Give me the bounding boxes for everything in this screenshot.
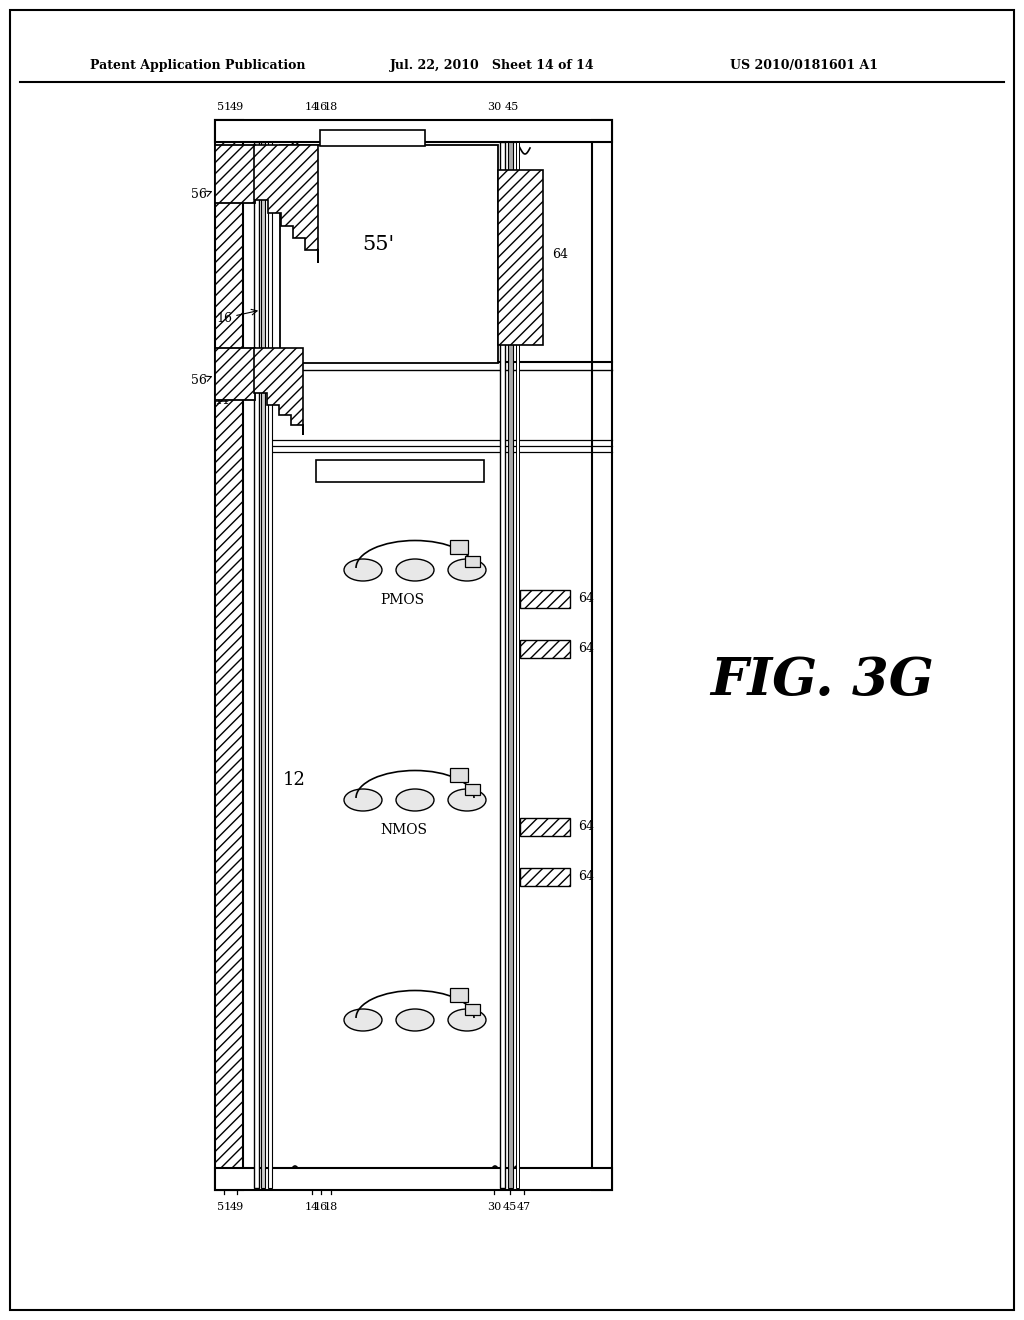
Ellipse shape xyxy=(449,1008,486,1031)
Text: US 2010/0181601 A1: US 2010/0181601 A1 xyxy=(730,58,878,71)
Text: 16: 16 xyxy=(314,1203,328,1212)
Bar xyxy=(268,143,272,1188)
Text: 18: 18 xyxy=(324,1203,338,1212)
Text: 51: 51 xyxy=(217,1203,231,1212)
Text: 16: 16 xyxy=(216,312,232,325)
Ellipse shape xyxy=(344,558,382,581)
Text: 56: 56 xyxy=(191,374,207,387)
Text: 49: 49 xyxy=(229,102,244,112)
Text: 44: 44 xyxy=(214,393,230,407)
Bar xyxy=(465,1005,480,1015)
Text: 64: 64 xyxy=(578,821,594,833)
Text: 55': 55' xyxy=(361,235,394,255)
Bar xyxy=(215,120,612,143)
Bar xyxy=(508,143,513,1188)
Text: PMOS: PMOS xyxy=(380,593,424,607)
Bar xyxy=(465,784,480,795)
Text: 12: 12 xyxy=(283,771,306,789)
Text: 64: 64 xyxy=(578,593,594,606)
Text: 47: 47 xyxy=(517,1203,531,1212)
Ellipse shape xyxy=(344,789,382,810)
Bar xyxy=(215,145,255,203)
Ellipse shape xyxy=(449,789,486,810)
Text: 30: 30 xyxy=(486,1203,501,1212)
Ellipse shape xyxy=(449,558,486,581)
Bar xyxy=(261,143,265,1188)
Bar xyxy=(450,540,468,554)
Text: 51: 51 xyxy=(217,102,231,112)
Bar xyxy=(500,143,505,1188)
Ellipse shape xyxy=(344,1008,382,1031)
Bar xyxy=(516,143,519,1188)
Bar xyxy=(592,120,612,1191)
Text: NMOS: NMOS xyxy=(380,822,427,837)
Bar xyxy=(450,768,468,781)
Text: FIG. 3G: FIG. 3G xyxy=(710,655,934,705)
Bar xyxy=(254,143,259,1188)
Ellipse shape xyxy=(396,1008,434,1031)
Text: 56: 56 xyxy=(191,189,207,202)
Bar xyxy=(465,556,480,568)
Bar xyxy=(520,869,570,886)
Bar xyxy=(520,590,570,609)
Bar xyxy=(215,348,255,400)
Ellipse shape xyxy=(396,789,434,810)
Bar xyxy=(450,987,468,1002)
Text: 64: 64 xyxy=(578,643,594,656)
Text: Jul. 22, 2010   Sheet 14 of 14: Jul. 22, 2010 Sheet 14 of 14 xyxy=(390,58,595,71)
Text: 45: 45 xyxy=(505,102,519,112)
Text: 64: 64 xyxy=(552,248,568,261)
Text: 14: 14 xyxy=(305,1203,319,1212)
Text: 30: 30 xyxy=(486,102,501,112)
Polygon shape xyxy=(254,348,303,436)
Polygon shape xyxy=(254,145,318,263)
Bar xyxy=(280,145,498,363)
Bar xyxy=(215,120,243,1191)
Bar xyxy=(498,170,543,345)
Bar xyxy=(316,459,484,482)
Ellipse shape xyxy=(396,558,434,581)
Text: 49: 49 xyxy=(229,1203,244,1212)
Bar xyxy=(520,818,570,836)
Text: 45: 45 xyxy=(503,1203,517,1212)
Bar xyxy=(520,640,570,657)
Text: 16: 16 xyxy=(314,102,328,112)
Text: 14: 14 xyxy=(305,102,319,112)
Text: 64: 64 xyxy=(578,870,594,883)
Text: 18: 18 xyxy=(324,102,338,112)
Text: Patent Application Publication: Patent Application Publication xyxy=(90,58,305,71)
Bar xyxy=(215,1168,612,1191)
Bar xyxy=(319,129,425,147)
